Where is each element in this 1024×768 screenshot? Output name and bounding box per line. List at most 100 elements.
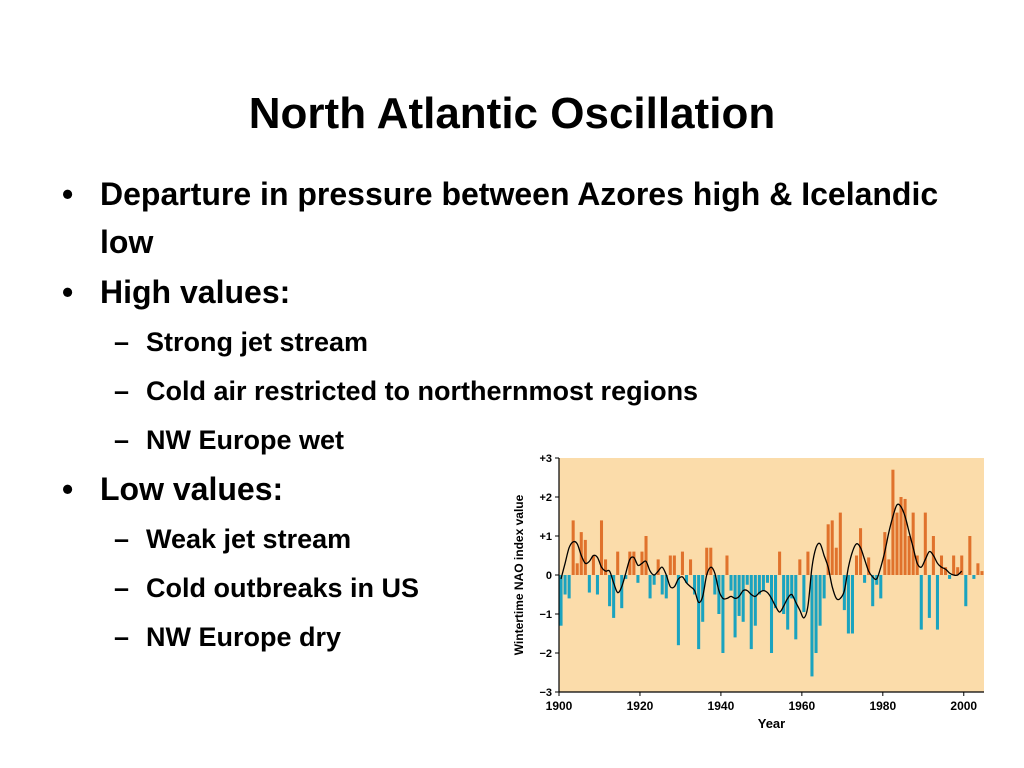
- bar-1932: [689, 559, 693, 575]
- bar-1977: [871, 575, 875, 607]
- smoothed-nao-line: [560, 503, 963, 619]
- bullet-text: High values:: [100, 274, 291, 310]
- bar-1941: [725, 555, 729, 575]
- bar-1913: [612, 575, 616, 618]
- bar-1963: [814, 575, 818, 653]
- y-tick-labels: +3 +2 +1 0 −1 −2 −3: [539, 453, 552, 699]
- bar-1975: [863, 575, 867, 583]
- bar-1989: [919, 575, 923, 630]
- bar-1971: [846, 575, 850, 634]
- bar-1907: [587, 575, 591, 593]
- x-tick-label: 1960: [789, 699, 816, 713]
- bar-1942: [729, 575, 733, 591]
- bar-1974: [859, 528, 863, 575]
- bar-1946: [745, 575, 749, 585]
- bar-1911: [604, 559, 608, 575]
- bar-1969: [838, 512, 842, 575]
- bullet-list: • Departure in pressure between Azores h…: [60, 170, 960, 662]
- x-tick-label: 1980: [869, 699, 896, 713]
- bar-1978: [875, 575, 879, 585]
- bar-1973: [854, 555, 859, 575]
- y-tick-label: 0: [546, 570, 552, 582]
- bar-1972: [850, 575, 854, 634]
- bar-1955: [782, 575, 786, 614]
- bar-1940: [721, 575, 725, 653]
- bar-1906: [583, 539, 587, 575]
- bar-1947: [749, 575, 753, 650]
- sub-bullet-text: Strong jet stream: [146, 327, 369, 357]
- bar-1904: [575, 563, 579, 575]
- bar-1993: [935, 575, 939, 630]
- bar-1948: [753, 575, 757, 626]
- bar-1934: [697, 575, 701, 650]
- sub-bullet-marker: –: [114, 425, 130, 455]
- y-tick-label: +3: [539, 453, 552, 465]
- bar-1958: [794, 575, 798, 640]
- sub-bullet-marker: –: [114, 376, 130, 406]
- bar-1981: [887, 559, 891, 575]
- bar-1949: [757, 575, 761, 595]
- bullet-low-values: • Low values:: [60, 465, 960, 513]
- bar-1921: [644, 536, 648, 575]
- bar-1900: [559, 575, 563, 626]
- sub-bullet-marker: –: [114, 524, 130, 554]
- bar-1928: [672, 555, 676, 575]
- bar-1951: [765, 575, 769, 583]
- bar-1909: [595, 575, 599, 595]
- bullet-text: Departure in pressure between Azores hig…: [100, 176, 939, 260]
- bar-1961: [806, 551, 810, 575]
- bar-1927: [668, 555, 672, 575]
- sub-bullet-text: NW Europe wet: [146, 425, 345, 455]
- bar-1903: [571, 520, 575, 575]
- bar-1997: [952, 555, 956, 575]
- bar-2000: [964, 575, 968, 607]
- sub-bullet-marker: –: [114, 327, 130, 357]
- bar-1945: [741, 575, 745, 622]
- bar-1916: [624, 575, 628, 579]
- sub-bullet-strong-jet-stream: – Strong jet stream: [60, 318, 960, 367]
- sub-bullet-text: NW Europe dry: [146, 622, 342, 652]
- bar-1983: [895, 512, 899, 575]
- x-tick-labels: 1900 1920 1940 1960 1980 2000: [546, 699, 978, 713]
- bar-1982: [891, 469, 895, 575]
- bar-1957: [790, 575, 794, 599]
- sub-bullet-marker: –: [114, 622, 130, 652]
- bar-1976: [867, 557, 871, 575]
- x-axis-label: Year: [758, 716, 785, 731]
- bar-1950: [761, 575, 765, 591]
- sub-bullet-text: Cold air restricted to northernmost regi…: [146, 376, 699, 406]
- bar-1938: [713, 575, 717, 595]
- bar-1918: [632, 551, 636, 575]
- bar-1923: [652, 575, 656, 585]
- bar-1953: [774, 575, 778, 609]
- bar-1995: [944, 567, 948, 575]
- bar-1929: [676, 575, 680, 646]
- bar-1967: [830, 520, 834, 575]
- bar-1984: [899, 497, 903, 575]
- bar-1994: [939, 555, 944, 575]
- x-tick-label: 1920: [627, 699, 654, 713]
- bar-1966: [826, 524, 830, 575]
- bar-1962: [810, 575, 814, 677]
- bar-1908: [591, 555, 595, 575]
- bar-1986: [907, 536, 911, 575]
- bar-1999: [960, 555, 964, 575]
- sub-bullet-nw-europe-dry: – NW Europe dry: [60, 613, 960, 662]
- bar-1965: [822, 575, 826, 599]
- bar-1959: [798, 559, 802, 575]
- bar-1968: [834, 547, 838, 575]
- bar-1931: [684, 575, 689, 583]
- bar-1937: [709, 547, 713, 575]
- bar-1922: [648, 575, 652, 599]
- bullet-high-values: • High values:: [60, 268, 960, 316]
- y-tick-label: +1: [539, 531, 552, 543]
- bullet-marker: •: [62, 176, 74, 212]
- bar-series: [559, 469, 984, 677]
- bar-2004: [980, 571, 984, 575]
- bar-1939: [717, 575, 721, 614]
- bullet-marker: •: [62, 274, 74, 310]
- x-tick-label: 2000: [950, 699, 977, 713]
- bar-2002: [972, 575, 976, 579]
- nao-index-chart: +3 +2 +1 0 −1 −2 −3 1900 1920 1940 1960 1980 2000 W…: [512, 453, 984, 731]
- bar-1910: [599, 520, 604, 575]
